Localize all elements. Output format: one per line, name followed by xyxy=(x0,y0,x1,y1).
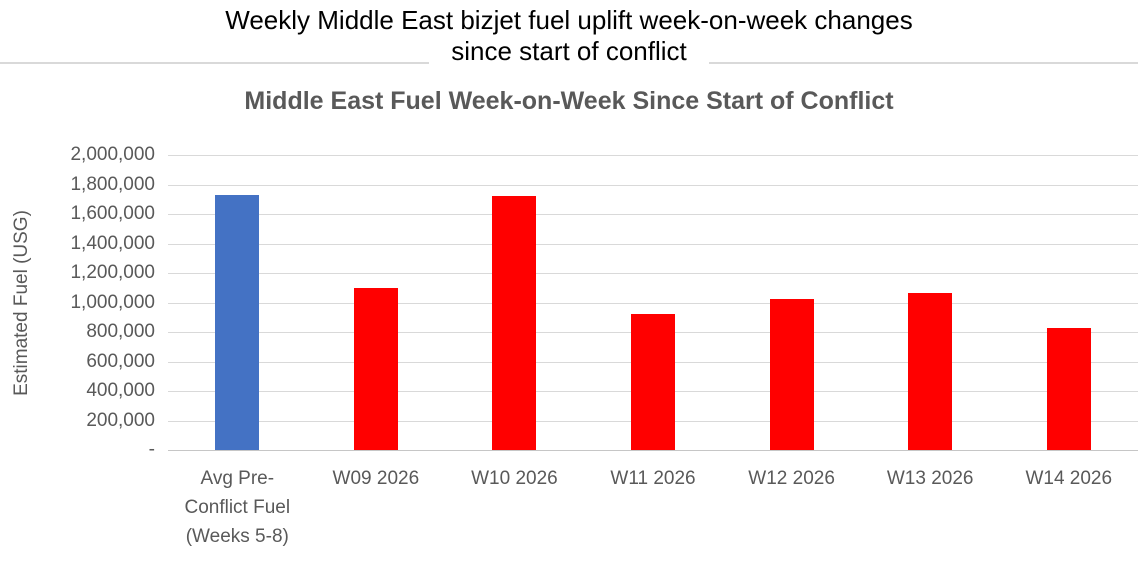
x-axis-tick-labels: Avg Pre-Conflict Fuel (Weeks 5-8) W09 202… xyxy=(168,464,1138,551)
bar-cell xyxy=(861,155,1000,450)
bar-w10-2026 xyxy=(492,195,537,450)
bar-w12-2026 xyxy=(769,298,814,450)
x-tick-label-text: W14 2026 xyxy=(1025,468,1113,489)
bar-w13-2026 xyxy=(908,292,953,450)
x-tick-label: W10 2026 xyxy=(445,464,584,551)
bar-w11-2026 xyxy=(631,314,676,450)
gridline xyxy=(168,243,1138,245)
bar-series xyxy=(168,155,1138,450)
x-tick-label: W09 2026 xyxy=(307,464,446,551)
x-tick-label: W14 2026 xyxy=(999,464,1138,551)
bar-w14-2026 xyxy=(1046,327,1091,450)
y-tick-label: 1,200,000 xyxy=(70,262,155,283)
x-tick-label: W13 2026 xyxy=(861,464,1000,551)
y-tick-label: 800,000 xyxy=(86,321,155,342)
x-tick-label-text: Avg Pre-Conflict Fuel (Weeks 5-8) xyxy=(184,468,291,547)
y-tick-label: 200,000 xyxy=(86,409,155,431)
y-tick-label: 1,600,000 xyxy=(70,203,155,224)
y-tick-label: - xyxy=(148,439,155,460)
bar-cell xyxy=(307,155,446,450)
y-tick-label: 1,400,000 xyxy=(70,232,155,254)
gridline xyxy=(168,302,1138,304)
y-tick-label: 1,800,000 xyxy=(70,173,155,195)
gridline xyxy=(168,214,1138,215)
y-tick-label: 600,000 xyxy=(86,350,155,372)
plot-area xyxy=(168,155,1138,451)
y-tick-label: 2,000,000 xyxy=(70,144,155,165)
bar-cell xyxy=(168,155,307,450)
page-title-line2: since start of conflict xyxy=(0,36,1138,67)
page-title-line1: Weekly Middle East bizjet fuel uplift we… xyxy=(225,5,913,35)
x-tick-label-text: W11 2026 xyxy=(610,468,696,489)
bar-w09-2026 xyxy=(353,287,398,450)
x-tick-label: Avg Pre-Conflict Fuel (Weeks 5-8) xyxy=(168,464,307,551)
bar-cell xyxy=(584,155,723,450)
bar-cell xyxy=(445,155,584,450)
y-tick-label: 400,000 xyxy=(86,380,155,401)
y-tick-label: 1,000,000 xyxy=(70,291,155,313)
gridline xyxy=(168,155,1138,156)
x-tick-label-text: W10 2026 xyxy=(471,468,558,489)
x-tick-label-text: W12 2026 xyxy=(748,468,835,489)
bar-cell xyxy=(999,155,1138,450)
x-tick-label-text: W09 2026 xyxy=(332,468,420,489)
chart-title: Middle East Fuel Week-on-Week Since Star… xyxy=(244,87,894,115)
gridline xyxy=(168,184,1138,186)
x-tick-label: W12 2026 xyxy=(722,464,861,551)
x-axis-baseline xyxy=(168,450,1138,451)
x-tick-label: W11 2026 xyxy=(584,464,723,551)
bar-avg-pre-conflict-fuel-weeks-5-8 xyxy=(215,194,260,450)
bar-cell xyxy=(722,155,861,450)
x-tick-label-text: W13 2026 xyxy=(886,468,974,489)
gridline xyxy=(168,273,1138,274)
page-title-line2-text: since start of conflict xyxy=(429,36,709,66)
